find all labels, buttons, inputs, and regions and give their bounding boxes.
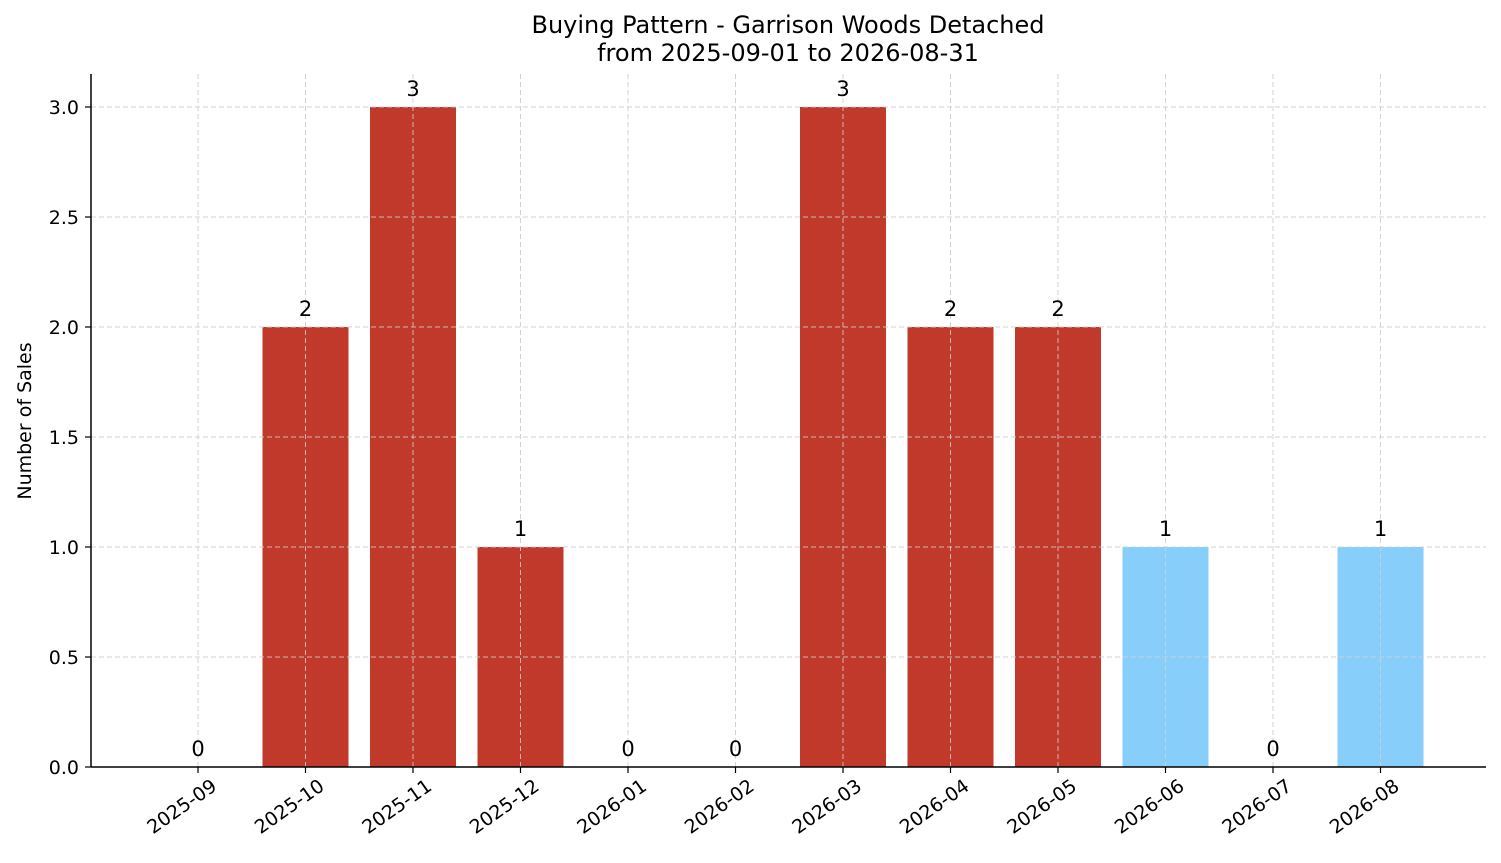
x-tick-label: 2026-08: [1326, 775, 1404, 839]
bar-value-label: 0: [729, 737, 742, 761]
y-ticks: 0.0 0.5 1.0 1.5 2.0 2.5 3.0: [49, 97, 91, 779]
x-tick-label: 2026-05: [1003, 775, 1081, 839]
x-ticks: 2025-09 2025-10 2025-11 2025-12 2026-01 2026-…: [143, 767, 1403, 839]
bars: [91, 74, 1486, 768]
y-tick-label: 2.0: [49, 317, 79, 339]
y-tick-label: 0.0: [49, 757, 79, 779]
axes: [90, 74, 1486, 768]
bar-value-label: 0: [621, 737, 634, 761]
bar-value-label: 1: [1159, 517, 1172, 541]
bar-value-label: 1: [514, 517, 527, 541]
x-tick-label: 2026-01: [573, 775, 651, 839]
x-tick-label: 2025-09: [143, 775, 221, 839]
bar-value-label: 2: [1051, 297, 1064, 321]
chart-subtitle: from 2025-09-01 to 2026-08-31: [597, 39, 979, 67]
bar-value-label: 0: [1266, 737, 1279, 761]
x-tick-label: 2025-11: [358, 775, 436, 839]
x-tick-label: 2026-03: [788, 775, 866, 839]
bar-value-label: 3: [406, 77, 419, 101]
bar-value-label: 0: [191, 737, 204, 761]
x-tick-label: 2026-02: [681, 775, 759, 839]
chart-title: Buying Pattern - Garrison Woods Detached: [531, 11, 1044, 39]
y-tick-label: 2.5: [49, 207, 79, 229]
bar-value-label: 2: [299, 297, 312, 321]
y-tick-label: 1.5: [49, 427, 79, 449]
x-tick-label: 2026-06: [1111, 775, 1189, 839]
bar-value-label: 1: [1374, 517, 1387, 541]
y-axis-label: Number of Sales: [14, 342, 36, 499]
x-tick-label: 2026-07: [1218, 775, 1296, 839]
x-tick-label: 2025-12: [466, 775, 544, 839]
x-tick-label: 2026-04: [896, 775, 974, 839]
bar-value-label: 2: [944, 297, 957, 321]
data-labels: 0 2 3 1 0 0 3 2 2 1 0 1: [191, 77, 1387, 761]
y-tick-label: 3.0: [49, 97, 79, 119]
y-tick-label: 0.5: [49, 647, 79, 669]
y-tick-label: 1.0: [49, 537, 79, 559]
bar-value-label: 3: [836, 77, 849, 101]
x-tick-label: 2025-10: [251, 775, 329, 839]
